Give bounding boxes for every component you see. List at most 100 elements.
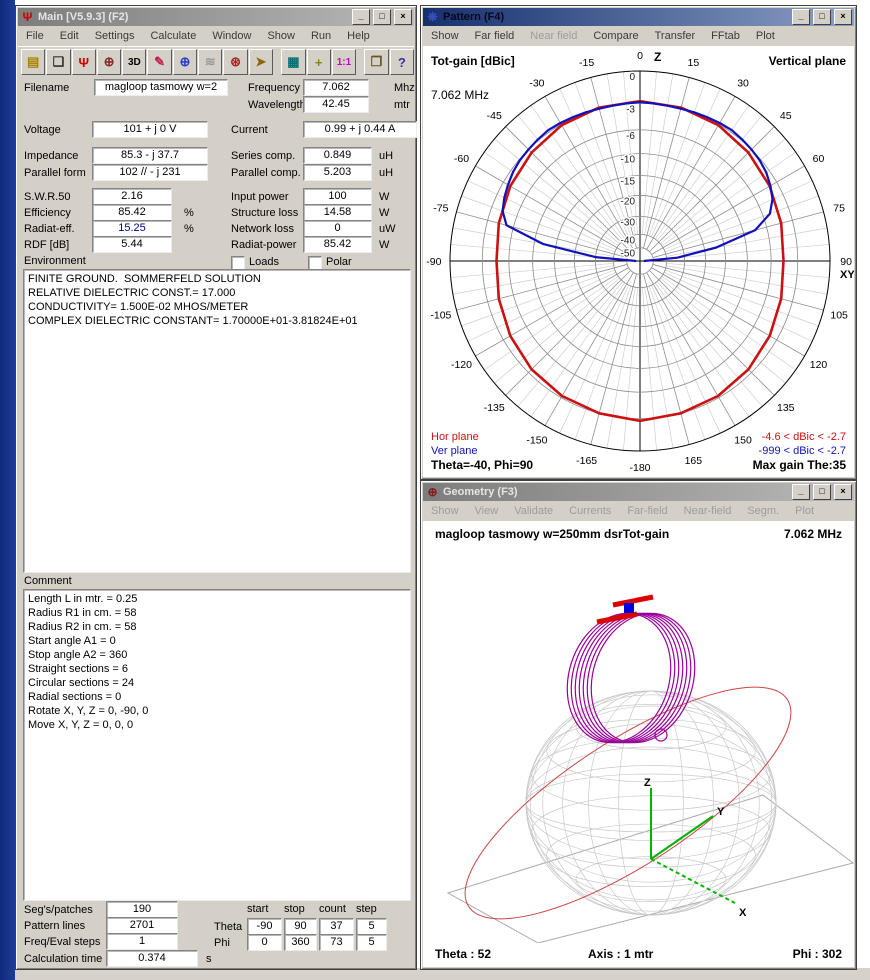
sweep-phi-start[interactable]: 0 [247, 934, 282, 951]
geometry-canvas-area: magloop tasmowy w=250mm dsrTot-gain 7.06… [423, 521, 854, 967]
minimize-button[interactable]: _ [792, 484, 810, 500]
angle-label--45: -45 [487, 110, 502, 122]
pattern-menu-plot[interactable]: Plot [748, 28, 783, 45]
sweep-header-step: step [356, 903, 377, 915]
pattern-menu-transfer[interactable]: Transfer [647, 28, 704, 45]
main-stats-area: Seg's/patches190Pattern lines2701Freq/Ev… [16, 6, 416, 969]
angle-label--15: -15 [579, 57, 594, 69]
sweep-theta-step[interactable]: 5 [356, 918, 387, 935]
ring-label--15: -15 [621, 177, 636, 188]
ver-range: -999 < dBic < -2.7 [759, 445, 846, 457]
angle-label--135: -135 [484, 402, 505, 414]
angle-label-120: 120 [810, 359, 828, 371]
pattern-menubar: ShowFar fieldNear fieldCompareTransferFF… [423, 27, 854, 46]
maximize-button[interactable]: □ [813, 484, 831, 500]
geometry-menu-validate: Validate [506, 503, 561, 520]
pattern-menu-compare[interactable]: Compare [585, 28, 646, 45]
geometry-frequency: 7.062 MHz [784, 527, 842, 541]
segs-label: Seg's/patches [24, 904, 93, 916]
angle-label--105: -105 [430, 309, 451, 321]
calctime-label: Calculation time [24, 953, 102, 965]
y-axis-label: Y [717, 806, 725, 818]
geometry-menu-currents: Currents [561, 503, 619, 520]
sweep-header-count: count [319, 903, 346, 915]
geometry-menu-show: Show [423, 503, 467, 520]
angle-label-45: 45 [780, 110, 792, 122]
angle-label--120: -120 [451, 359, 472, 371]
geometry-titlebar[interactable]: ⊕ Geometry (F3) _ □ × [423, 483, 854, 501]
ring-label--50: -50 [621, 249, 636, 260]
pattern-frequency: 7.062 MHz [431, 88, 489, 102]
pattern-menu-fftab[interactable]: FFtab [703, 28, 748, 45]
y-axis [651, 816, 713, 859]
angle-label-105: 105 [830, 309, 848, 321]
geometry-window-title: Geometry (F3) [443, 486, 789, 498]
sweep-phi-count[interactable]: 73 [319, 934, 354, 951]
sweep-header-stop: stop [284, 903, 305, 915]
freqsteps-label: Freq/Eval steps [24, 936, 100, 948]
pattern-field[interactable]: 2701 [106, 917, 178, 934]
freqsteps-field[interactable]: 1 [106, 933, 178, 950]
sweep-phi-step[interactable]: 5 [356, 934, 387, 951]
angle-label--30: -30 [529, 77, 544, 89]
sweep-header-start: start [247, 903, 268, 915]
minimize-button[interactable]: _ [792, 9, 810, 25]
geometry-axis: Axis : 1 mtr [588, 947, 653, 961]
angle-label-135: 135 [777, 402, 795, 414]
series-ver-plane [503, 102, 773, 261]
ring-label--10: -10 [621, 155, 636, 166]
angle-label--75: -75 [433, 203, 448, 215]
feed-point [624, 603, 634, 613]
calctime-unit: s [206, 953, 212, 965]
z-axis-label: Z [644, 777, 651, 789]
legend-ver-plane: Ver plane [431, 445, 477, 457]
z-axis-label: Z [654, 50, 661, 64]
geometry-header-title: magloop tasmowy w=250mm dsrTot-gain [435, 527, 669, 541]
x-axis-label: X [739, 907, 747, 919]
angle-label-0: 0 [637, 50, 643, 62]
angle-label-30: 30 [737, 77, 749, 89]
pattern-titlebar[interactable]: ❋ Pattern (F4) _ □ × [423, 8, 854, 26]
geometry-menubar: ShowViewValidateCurrentsFar-fieldNear-fi… [423, 502, 854, 521]
pattern-plane-label: Vertical plane [769, 54, 846, 68]
angle-label--165: -165 [576, 455, 597, 467]
main-window: Ψ Main [V5.9.3] (F2) _ □ × FileEditSetti… [15, 5, 417, 970]
angle-label-60: 60 [813, 153, 825, 165]
sweep-theta-start[interactable]: -90 [247, 918, 282, 935]
geometry-menu-segm-: Segm. [739, 503, 787, 520]
sweep-phi-label: Phi [214, 937, 230, 949]
geometry-menu-near-field: Near-field [676, 503, 740, 520]
geometry-window-icon: ⊕ [425, 485, 440, 499]
pattern-window: ❋ Pattern (F4) _ □ × ShowFar fieldNear f… [420, 5, 857, 480]
legend-hor-plane: Hor plane [431, 431, 479, 443]
ring-label--30: -30 [621, 217, 636, 228]
x-axis [651, 859, 735, 903]
ring-label--40: -40 [621, 235, 636, 246]
pattern-label: Pattern lines [24, 920, 85, 932]
pattern-menu-near-field: Near field [522, 28, 585, 45]
sweep-phi-stop[interactable]: 360 [284, 934, 317, 951]
geometry-window: ⊕ Geometry (F3) _ □ × ShowViewValidateCu… [420, 480, 857, 970]
maximize-button[interactable]: □ [813, 9, 831, 25]
pattern-plot-area: 0-3-6-10-15-20-30-40-50-165-150-135-120-… [423, 46, 854, 477]
sweep-theta-count[interactable]: 37 [319, 918, 354, 935]
pattern-menu-far-field[interactable]: Far field [467, 28, 523, 45]
ring-label--3: -3 [626, 104, 635, 115]
close-button[interactable]: × [834, 9, 852, 25]
segs-field[interactable]: 190 [106, 901, 178, 918]
calctime-field[interactable]: 0.374 [106, 950, 198, 967]
close-button[interactable]: × [834, 484, 852, 500]
cursor-theta-phi: Theta=-40, Phi=90 [431, 458, 533, 472]
geometry-phi: Phi : 302 [793, 947, 842, 961]
geometry-3d-view[interactable]: Z Y X [423, 543, 854, 943]
sweep-theta-stop[interactable]: 90 [284, 918, 317, 935]
pattern-corner-title: Tot-gain [dBic] [431, 54, 515, 68]
hor-range: -4.6 < dBic < -2.7 [762, 431, 846, 443]
angle-label-165: 165 [685, 455, 703, 467]
angle-label--60: -60 [454, 153, 469, 165]
geometry-theta: Theta : 52 [435, 947, 491, 961]
pattern-menu-show[interactable]: Show [423, 28, 467, 45]
sweep-theta-label: Theta [214, 921, 242, 933]
geometry-menu-view: View [467, 503, 507, 520]
angle-label-15: 15 [688, 57, 700, 69]
